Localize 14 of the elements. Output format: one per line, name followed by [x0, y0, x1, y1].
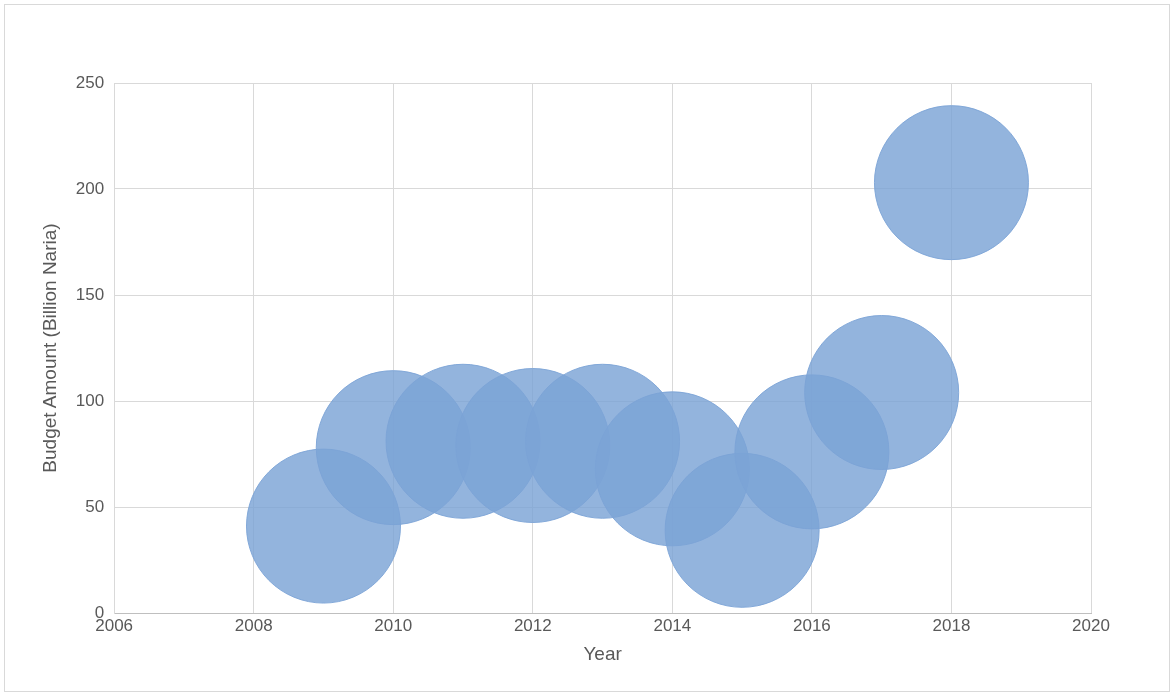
x-tick-label: 2008 [234, 615, 273, 635]
y-tick-label: 50 [85, 496, 105, 516]
x-tick-label: 2018 [932, 615, 971, 635]
y-tick-label: 250 [75, 72, 105, 92]
y-tick-label: 100 [75, 390, 105, 410]
y-axis-title: Budget Amount (Billion Naria) [38, 223, 60, 473]
x-tick-label: 2012 [513, 615, 552, 635]
y-tick-label: 150 [75, 284, 105, 304]
x-axis-title: Year [583, 643, 623, 665]
x-tick-label: 2020 [1072, 615, 1110, 635]
y-tick-label: 200 [75, 178, 105, 198]
x-tick-label: 2016 [792, 615, 831, 635]
x-tick-label: 2010 [374, 615, 413, 635]
x-tick-label: 2014 [653, 615, 692, 635]
